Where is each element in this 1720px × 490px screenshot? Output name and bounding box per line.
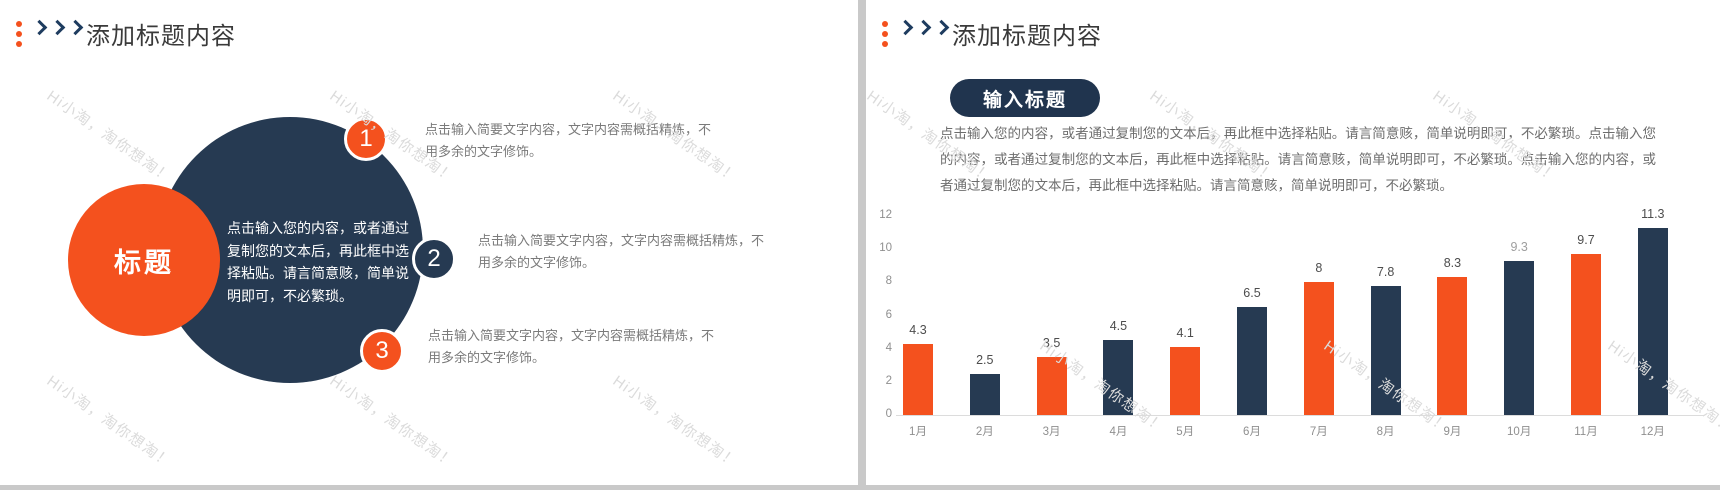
slide-left[interactable]: 添加标题内容 点击输入您的内容，或者通过复制您的文本后，再此框中选择粘贴。请言简…: [0, 0, 858, 485]
x-axis-tick-2月: 2月: [975, 426, 994, 438]
triple-chevron-icon: [897, 19, 950, 36]
value-label-4月: 4.5: [1109, 319, 1128, 334]
subtitle-pill: 输入标题: [950, 79, 1100, 117]
value-label-5月: 4.1: [1176, 326, 1194, 340]
bar-6月: [1237, 307, 1267, 415]
x-axis-tick-6月: 6月: [1243, 426, 1261, 438]
x-axis-tick-12月: 12月: [1640, 426, 1665, 438]
triple-chevron-icon: [31, 19, 84, 36]
x-axis-tick-4月: 4月: [1109, 426, 1128, 438]
value-label-7月: 8: [1315, 261, 1323, 276]
x-axis-tick-3月: 3月: [1042, 426, 1061, 438]
value-label-3月: 3.5: [1042, 335, 1061, 350]
x-axis-tick-9月: 9月: [1443, 426, 1462, 438]
y-axis-tick: 8: [885, 275, 892, 288]
bar-2月: [969, 373, 1000, 415]
orange-dots-icon: [882, 21, 888, 47]
bar-5月: [1170, 347, 1201, 415]
value-label-10月: 9.3: [1510, 239, 1528, 254]
step-text-1: 点击输入简要文字内容，文字内容需概括精炼，不用多余的文字修饰。: [425, 122, 712, 159]
bar-8月: [1370, 285, 1401, 415]
bar-7月: [1303, 282, 1334, 415]
value-label-8月: 7.8: [1376, 264, 1395, 279]
y-axis-tick: 12: [879, 209, 892, 221]
x-axis-line: [896, 415, 1704, 416]
y-axis-tick: 2: [885, 374, 892, 387]
y-axis-tick: 10: [879, 242, 892, 255]
x-axis-tick-11月: 11月: [1574, 426, 1598, 438]
value-label-12月: 11.3: [1641, 206, 1665, 221]
x-axis-tick-10月: 10月: [1507, 426, 1532, 438]
slide-right-header: 添加标题内容: [866, 0, 1720, 60]
step-badge-3: 3: [360, 329, 404, 373]
step-badge-2: 2: [412, 237, 456, 281]
x-axis-tick-8月: 8月: [1376, 426, 1395, 438]
y-axis-tick: 0: [885, 408, 892, 420]
step-badge-1: 1: [344, 117, 388, 161]
bar-chart: 0 2 4 6 8 10 12 4.3 1月 2.5 2月 3.5 3月 4.5 4月 4.1 5月 6.5 6月 8…: [868, 195, 1713, 445]
value-label-11月: 9.7: [1577, 233, 1595, 248]
y-axis-tick: 4: [885, 341, 892, 354]
title-circle: 标题: [68, 184, 220, 336]
value-label-1月: 4.3: [909, 322, 927, 337]
x-axis-tick-1月: 1月: [909, 426, 927, 438]
orange-dots-icon: [16, 21, 22, 47]
slide-left-header: 添加标题内容: [0, 0, 858, 60]
bar-3月: [1036, 356, 1067, 415]
slide-gap-divider: [858, 0, 866, 485]
slide-right[interactable]: 添加标题内容 输入标题 点击输入您的内容，或者通过复制您的文本后，再此框中选择粘…: [866, 0, 1720, 485]
page-title: 添加标题内容: [86, 23, 236, 50]
page-title: 添加标题内容: [952, 23, 1102, 50]
content-circle-text: 点击输入您的内容，或者通过复制您的文本后，再此框中选择粘贴。请言简意赅，简单说明…: [227, 220, 409, 304]
bar-12月: [1637, 227, 1668, 415]
value-label-2月: 2.5: [976, 352, 994, 367]
step-text-3: 点击输入简要文字内容，文字内容需概括精炼，不用多余的文字修饰。: [428, 328, 715, 365]
step-number-3: 3: [375, 337, 389, 364]
value-label-6月: 6.5: [1243, 286, 1261, 301]
bar-1月: [903, 343, 933, 415]
value-label-9月: 8.3: [1443, 256, 1462, 271]
bar-11月: [1571, 254, 1601, 415]
x-axis-tick-7月: 7月: [1309, 426, 1328, 438]
bar-10月: [1504, 260, 1535, 415]
bar-9月: [1437, 277, 1468, 415]
x-axis-tick-5月: 5月: [1176, 426, 1195, 438]
title-circle-label: 标题: [114, 247, 174, 278]
step-text-2: 点击输入简要文字内容，文字内容需概括精炼，不用多余的文字修饰。: [478, 233, 765, 270]
bar-4月: [1103, 340, 1134, 415]
y-axis-tick: 6: [885, 308, 892, 321]
body-paragraph: 点击输入您的内容，或者通过复制您的文本后，再此框中选择粘贴。请言简意赅，简单说明…: [940, 126, 1656, 193]
step-number-2: 2: [427, 245, 441, 272]
step-number-1: 1: [359, 125, 373, 152]
background-strip: [0, 485, 1720, 490]
